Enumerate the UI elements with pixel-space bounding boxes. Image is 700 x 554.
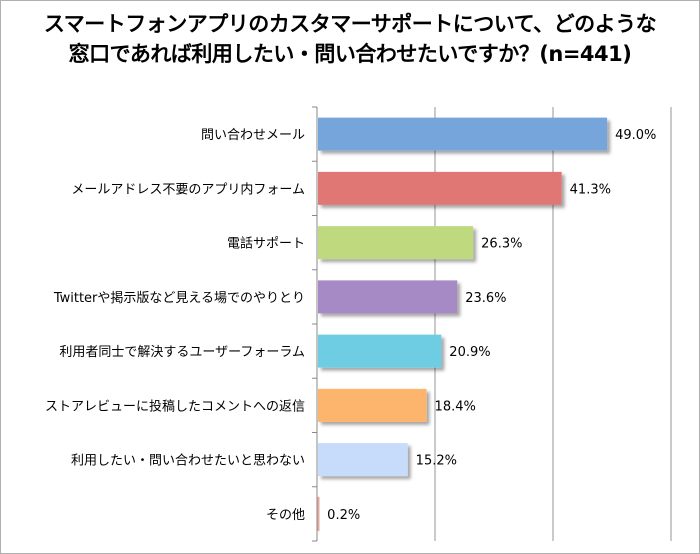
data-label: 0.2%: [327, 508, 360, 523]
category-label: Twitterや掲示版など見える場でのやりとり: [53, 290, 305, 306]
category-label: その他: [266, 508, 305, 523]
category-label: メールアドレス不要のアプリ内フォーム: [71, 181, 305, 197]
data-label: 23.6%: [465, 291, 506, 306]
category-label: 利用したい・問い合わせたいと思わない: [71, 454, 305, 469]
title-line-1: スマートフォンアプリのカスタマーサポートについて、どのような: [43, 12, 657, 36]
category-label: 問い合わせメール: [201, 128, 305, 143]
data-label: 41.3%: [570, 182, 611, 197]
data-label: 49.0%: [615, 128, 656, 143]
title-line-2: 窓口であれば利用したい・問い合わせたいですか？(n=441): [68, 42, 632, 66]
data-label: 26.3%: [481, 237, 522, 252]
category-label: 利用者同士で解決するユーザーフォーラム: [59, 345, 305, 360]
data-label: 15.2%: [416, 454, 457, 469]
bar: [318, 117, 608, 151]
bar: [318, 171, 562, 205]
bar: [318, 443, 408, 477]
category-label: ストアレビューに投稿したコメントへの返信: [45, 398, 305, 414]
bar: [318, 226, 474, 260]
bar: [318, 388, 427, 422]
bar: [317, 496, 320, 531]
data-label: 18.4%: [435, 399, 476, 414]
bar: [318, 280, 458, 314]
data-label: 20.9%: [449, 345, 490, 360]
bar: [318, 334, 442, 368]
category-label: 電話サポート: [227, 236, 305, 252]
chart-title: スマートフォンアプリのカスタマーサポートについて、どのような 窓口であれば利用し…: [1, 9, 699, 69]
